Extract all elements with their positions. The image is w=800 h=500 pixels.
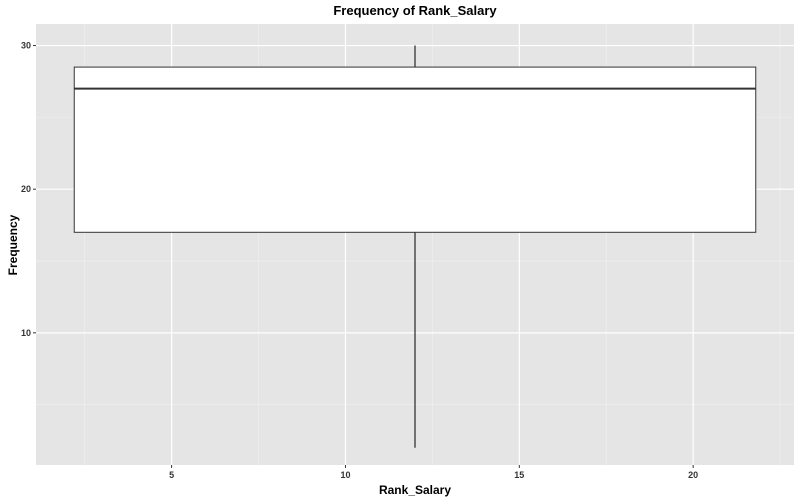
chart-title: Frequency of Rank_Salary (333, 3, 497, 18)
y-axis-title: Frequency (6, 214, 20, 275)
y-tick-label: 10 (21, 328, 31, 338)
x-axis-title: Rank_Salary (379, 483, 451, 497)
y-tick-label: 30 (21, 41, 31, 51)
iqr-box (73, 66, 757, 233)
y-tick-label: 20 (21, 184, 31, 194)
x-tick-label: 10 (340, 470, 350, 480)
axis-ticks: 5 10 15 20 10 20 30 (21, 41, 698, 480)
boxplot (73, 45, 757, 448)
x-tick-label: 20 (688, 470, 698, 480)
x-tick-label: 5 (169, 470, 174, 480)
x-tick-label: 15 (514, 470, 524, 480)
